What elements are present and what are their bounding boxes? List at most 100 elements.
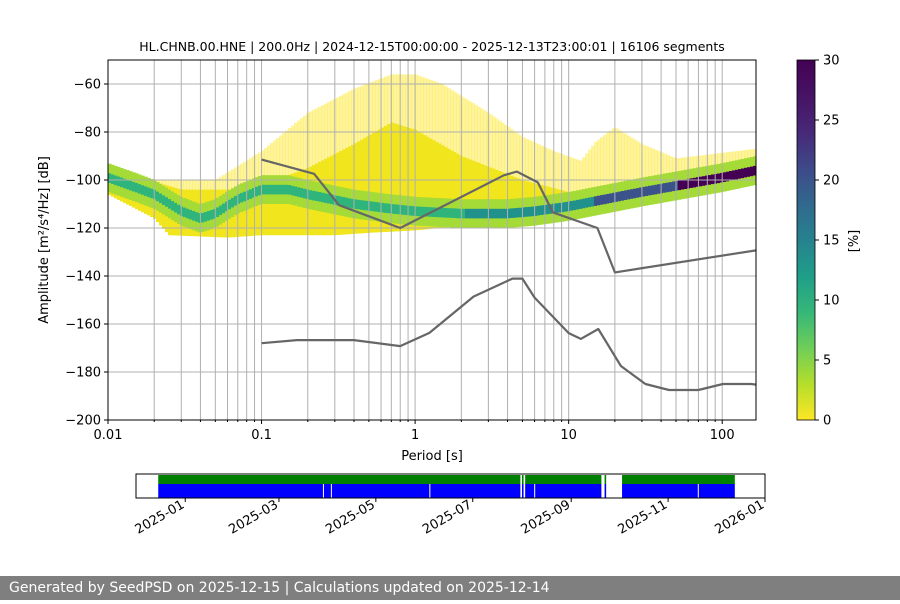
heatmap-body [471,160,475,225]
heatmap-column [315,108,319,236]
heatmap-spread [192,180,196,190]
heatmap-spread [294,123,298,173]
heatmap-column [324,103,328,236]
heatmap-core [603,194,607,205]
heatmap-core [330,194,334,205]
heatmap-column [327,102,331,236]
heatmap-column [738,150,742,189]
heatmap-column [357,87,361,234]
heatmap-core [246,190,250,201]
heatmap-body [270,181,274,236]
heatmap-core [267,184,271,195]
heatmap-core [234,195,238,206]
heatmap-core [750,166,754,177]
heatmap-spread [600,137,604,189]
heatmap-spread [495,118,499,170]
heatmap-column [495,118,499,228]
heatmap-core [402,205,406,215]
heatmap-column [474,104,478,228]
heatmap-spread [378,79,382,130]
heatmap-column [378,79,382,233]
heatmap-column [246,160,250,237]
heatmap-spread [492,116,496,169]
heatmap-core [252,188,256,198]
heatmap-column [585,153,589,218]
heatmap-column [600,137,604,215]
heatmap-column [477,106,481,228]
heatmap-core [486,208,490,219]
heatmap-body [249,186,253,236]
heatmap-core [660,183,664,194]
heatmap-column [273,140,277,236]
heatmap-column [222,174,226,238]
heatmap-core [657,184,661,194]
heatmap-spread [657,151,661,181]
x-axis-label: Period [s] [401,449,463,464]
heatmap-spread [351,89,355,145]
heatmap-column [747,149,751,187]
heatmap-body [372,132,376,233]
heatmap-column [744,150,748,187]
heatmap-column [279,135,283,236]
heatmap-core [654,184,658,195]
heatmap-core [501,208,505,219]
heatmap-column [555,152,559,223]
heatmap-column [651,148,655,205]
heatmap-spread [189,180,193,190]
heatmap-spread [609,130,613,188]
heatmap-column [405,74,409,231]
heatmap-spread [579,160,583,191]
heatmap-spread [459,95,463,156]
heatmap-column [657,151,661,204]
heatmap-column [162,180,166,229]
heatmap-column [438,83,442,228]
heatmap-column [219,176,223,238]
heatmap-column [351,89,355,234]
heatmap-spread [507,127,511,175]
heatmap-core [582,198,586,209]
heatmap-column [498,120,502,228]
heatmap-column [123,169,127,203]
heatmap-column [645,145,649,206]
heatmap-core [204,212,208,222]
heatmap-core [450,208,454,218]
heatmap-column [141,175,145,213]
heatmap-column [153,180,157,219]
heatmap-column [531,141,535,226]
heatmap-column [447,88,451,228]
data-availability-timeline [158,474,735,498]
heatmap-spread [342,94,346,150]
heatmap-core [345,197,349,208]
heatmap-core [354,199,358,209]
heatmap-core [714,174,718,184]
heatmap-core [369,201,373,211]
heatmap-core [240,192,244,203]
heatmap-core [732,170,736,180]
heatmap-column [234,167,238,238]
heatmap-core [285,184,289,195]
heatmap-spread [249,158,253,187]
heatmap-spread [399,74,403,126]
y-tick-label: −160 [65,318,101,333]
heatmap-core [414,206,418,216]
heatmap-spread [360,85,364,140]
heatmap-spread [327,102,331,158]
heatmap-column [678,158,682,200]
heatmap-body [447,148,451,227]
heatmap-column [168,180,172,236]
heatmap-column [258,152,262,236]
timeline-frame [135,473,766,499]
heatmap-body [459,155,463,226]
heatmap-core [315,191,319,201]
heatmap-column [372,81,376,233]
heatmap-spread [285,130,289,176]
heatmap-core [291,185,295,196]
heatmap-column [297,120,301,236]
heatmap-column [735,151,739,189]
heatmap-core [177,204,181,215]
heatmap-body [276,179,280,236]
heatmap-spread [282,133,286,177]
heatmap-body [480,163,484,224]
heatmap-spread [588,149,592,190]
heatmap-spread [213,180,217,190]
